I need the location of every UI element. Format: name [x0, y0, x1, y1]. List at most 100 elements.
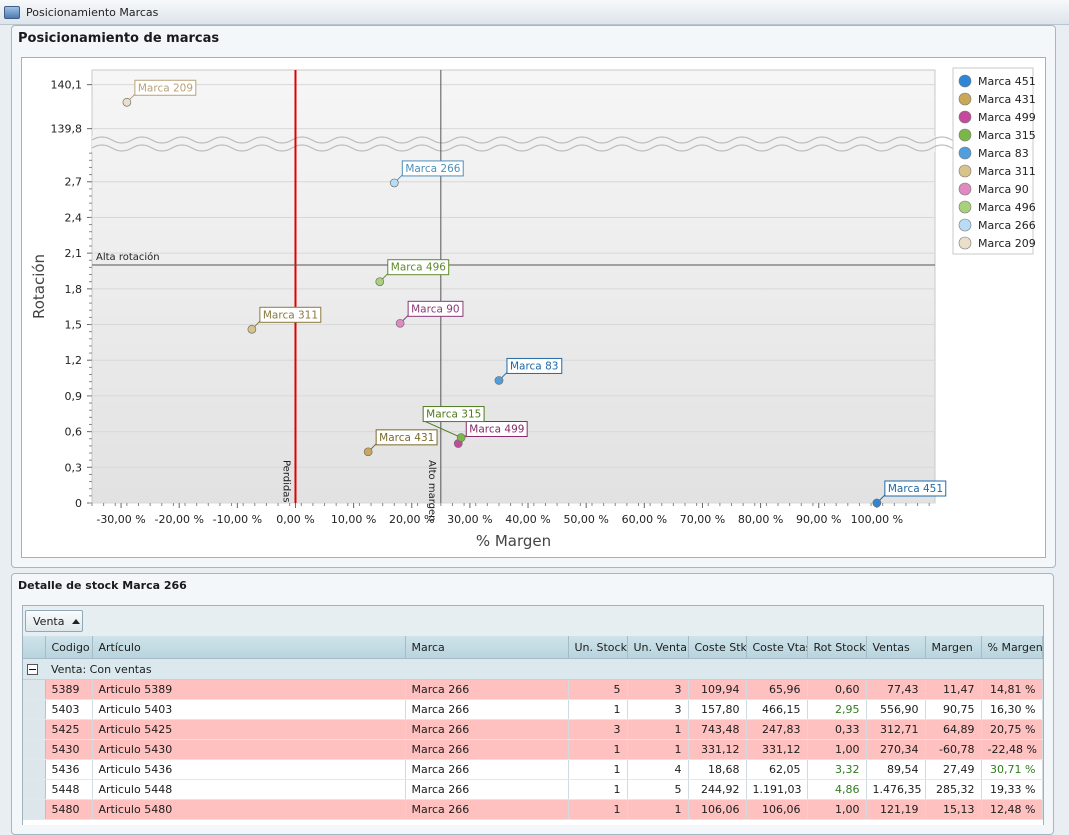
- cell-margen[interactable]: 90,75: [925, 699, 982, 720]
- cell-articulo[interactable]: Articulo 5389: [92, 679, 406, 700]
- row-indicator[interactable]: [23, 739, 46, 760]
- row-indicator[interactable]: [23, 759, 46, 780]
- cell-pct-margen[interactable]: -22,48 %: [981, 739, 1043, 760]
- cell-ventas[interactable]: 89,54: [866, 759, 926, 780]
- cell-articulo[interactable]: Articulo 5430: [92, 739, 406, 760]
- cell-marca[interactable]: Marca 266: [405, 779, 569, 800]
- cell-codigo[interactable]: 5425: [45, 719, 93, 740]
- cell-ventas[interactable]: 556,90: [866, 699, 926, 720]
- cell-un-stock[interactable]: 1: [568, 699, 628, 720]
- table-row[interactable]: 5436 Articulo 5436 Marca 266 1 4 18,68 62,05 3,…: [23, 759, 1043, 780]
- table-row[interactable]: 5448 Articulo 5448 Marca 266 1 5 244,92 1.191,…: [23, 779, 1043, 800]
- cell-codigo[interactable]: 5480: [45, 799, 93, 820]
- cell-codigo[interactable]: 5389: [45, 679, 93, 700]
- cell-un-stock[interactable]: 5: [568, 679, 628, 700]
- table-row[interactable]: 5403 Articulo 5403 Marca 266 1 3 157,80 466,15…: [23, 699, 1043, 720]
- column-header-margen[interactable]: Margen: [925, 636, 982, 659]
- cell-un-stock[interactable]: 3: [568, 719, 628, 740]
- cell-un-stock[interactable]: 1: [568, 739, 628, 760]
- column-header-ventas[interactable]: Ventas: [866, 636, 926, 659]
- cell-un-venta[interactable]: 1: [627, 799, 689, 820]
- cell-un-venta[interactable]: 1: [627, 739, 689, 760]
- cell-un-stock[interactable]: 1: [568, 799, 628, 820]
- cell-marca[interactable]: Marca 266: [405, 719, 569, 740]
- cell-margen[interactable]: 27,49: [925, 759, 982, 780]
- cell-marca[interactable]: Marca 266: [405, 699, 569, 720]
- column-header-articulo[interactable]: Artículo: [92, 636, 406, 659]
- cell-coste-vtas[interactable]: 466,15: [746, 699, 808, 720]
- cell-un-venta[interactable]: 4: [627, 759, 689, 780]
- row-indicator[interactable]: [23, 699, 46, 720]
- cell-coste-stk[interactable]: 244,92: [688, 779, 747, 800]
- cell-coste-vtas[interactable]: 106,06: [746, 799, 808, 820]
- cell-rot-stock[interactable]: 1,00: [807, 739, 867, 760]
- cell-codigo[interactable]: 5430: [45, 739, 93, 760]
- cell-coste-stk[interactable]: 157,80: [688, 699, 747, 720]
- collapse-minus-icon[interactable]: [27, 664, 38, 675]
- cell-rot-stock[interactable]: 3,32: [807, 759, 867, 780]
- cell-articulo[interactable]: Articulo 5403: [92, 699, 406, 720]
- row-indicator[interactable]: [23, 719, 46, 740]
- cell-pct-margen[interactable]: 20,75 %: [981, 719, 1043, 740]
- cell-ventas[interactable]: 121,19: [866, 799, 926, 820]
- cell-coste-vtas[interactable]: 65,96: [746, 679, 808, 700]
- cell-codigo[interactable]: 5436: [45, 759, 93, 780]
- cell-coste-stk[interactable]: 331,12: [688, 739, 747, 760]
- column-header-un-venta[interactable]: Un. Venta: [627, 636, 689, 659]
- cell-rot-stock[interactable]: 0,33: [807, 719, 867, 740]
- cell-un-venta[interactable]: 5: [627, 779, 689, 800]
- cell-un-stock[interactable]: 1: [568, 779, 628, 800]
- cell-un-venta[interactable]: 1: [627, 719, 689, 740]
- cell-margen[interactable]: 285,32: [925, 779, 982, 800]
- cell-coste-stk[interactable]: 109,94: [688, 679, 747, 700]
- cell-articulo[interactable]: Articulo 5436: [92, 759, 406, 780]
- table-row[interactable]: 5389 Articulo 5389 Marca 266 5 3 109,94 65,96 0…: [23, 679, 1043, 700]
- row-indicator[interactable]: [23, 779, 46, 800]
- cell-coste-vtas[interactable]: 247,83: [746, 719, 808, 740]
- cell-margen[interactable]: -60,78: [925, 739, 982, 760]
- cell-articulo[interactable]: Articulo 5448: [92, 779, 406, 800]
- cell-coste-vtas[interactable]: 1.191,03: [746, 779, 808, 800]
- table-row[interactable]: 5425 Articulo 5425 Marca 266 3 1 743,48 247,83…: [23, 719, 1043, 740]
- cell-codigo[interactable]: 5403: [45, 699, 93, 720]
- cell-rot-stock[interactable]: 4,86: [807, 779, 867, 800]
- cell-articulo[interactable]: Articulo 5480: [92, 799, 406, 820]
- cell-marca[interactable]: Marca 266: [405, 679, 569, 700]
- row-indicator[interactable]: [23, 799, 46, 820]
- column-header-coste-stk[interactable]: Coste Stk: [688, 636, 747, 659]
- group-by-venta-button[interactable]: Venta: [25, 610, 83, 632]
- cell-pct-margen[interactable]: 16,30 %: [981, 699, 1043, 720]
- cell-articulo[interactable]: Articulo 5425: [92, 719, 406, 740]
- cell-codigo[interactable]: 5448: [45, 779, 93, 800]
- table-row[interactable]: 5430 Articulo 5430 Marca 266 1 1 331,12 331,12…: [23, 739, 1043, 760]
- cell-rot-stock[interactable]: 0,60: [807, 679, 867, 700]
- cell-pct-margen[interactable]: 30,71 %: [981, 759, 1043, 780]
- cell-marca[interactable]: Marca 266: [405, 739, 569, 760]
- column-header-un-stock[interactable]: Un. Stock: [568, 636, 628, 659]
- row-indicator[interactable]: [23, 679, 46, 700]
- group-toggle-cell[interactable]: [23, 658, 45, 680]
- cell-ventas[interactable]: 270,34: [866, 739, 926, 760]
- cell-margen[interactable]: 11,47: [925, 679, 982, 700]
- cell-un-venta[interactable]: 3: [627, 699, 689, 720]
- cell-marca[interactable]: Marca 266: [405, 799, 569, 820]
- group-row[interactable]: Venta: Con ventas: [23, 658, 1043, 680]
- column-header-pct-margen[interactable]: % Margen: [981, 636, 1043, 659]
- cell-coste-stk[interactable]: 18,68: [688, 759, 747, 780]
- cell-coste-vtas[interactable]: 331,12: [746, 739, 808, 760]
- column-header-codigo[interactable]: Codigo: [45, 636, 93, 659]
- cell-ventas[interactable]: 1.476,35: [866, 779, 926, 800]
- cell-rot-stock[interactable]: 2,95: [807, 699, 867, 720]
- cell-marca[interactable]: Marca 266: [405, 759, 569, 780]
- cell-pct-margen[interactable]: 12,48 %: [981, 799, 1043, 820]
- cell-margen[interactable]: 15,13: [925, 799, 982, 820]
- cell-pct-margen[interactable]: 14,81 %: [981, 679, 1043, 700]
- cell-ventas[interactable]: 312,71: [866, 719, 926, 740]
- cell-coste-vtas[interactable]: 62,05: [746, 759, 808, 780]
- column-header-coste-vtas[interactable]: Coste Vtas: [746, 636, 808, 659]
- cell-pct-margen[interactable]: 19,33 %: [981, 779, 1043, 800]
- column-header-rot-stock[interactable]: Rot Stock: [807, 636, 867, 659]
- column-header-marca[interactable]: Marca: [405, 636, 569, 659]
- cell-coste-stk[interactable]: 106,06: [688, 799, 747, 820]
- cell-margen[interactable]: 64,89: [925, 719, 982, 740]
